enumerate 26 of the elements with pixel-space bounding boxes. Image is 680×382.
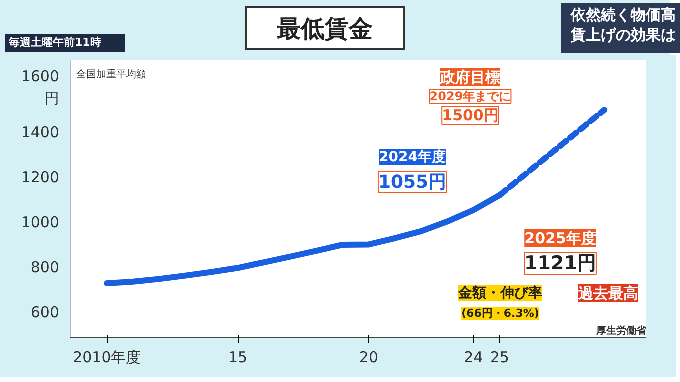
- annotation: 2029年までに: [430, 90, 512, 104]
- annotation: 2024年度: [379, 148, 446, 166]
- annotation: 政府目標: [440, 68, 500, 86]
- annotation: (66円・6.3%): [462, 307, 540, 320]
- annotation: 1500円: [442, 106, 499, 124]
- annotation: 過去最高: [578, 284, 638, 302]
- y-tick-label: 1400: [21, 124, 60, 142]
- x-tick-label: 20: [359, 348, 379, 366]
- annotation: 金額・伸び率: [458, 284, 542, 302]
- x-tick-label: 2010年度: [73, 348, 142, 366]
- x-tick-label: 25: [490, 348, 510, 366]
- annotation: 厚生労働省: [596, 325, 648, 337]
- chart-title: 最低賃金: [277, 14, 373, 45]
- annotation: 2025年度: [524, 230, 596, 248]
- chart-subtitle: 依然続く物価高賃上げの効果は: [571, 6, 677, 45]
- y-tick-label: 1200: [21, 168, 60, 187]
- text: 毎週土曜午前11時: [9, 35, 102, 51]
- y-tick-label: 1000: [21, 214, 60, 232]
- y-tick-label: 800: [30, 258, 60, 277]
- x-tick-label: 15: [228, 348, 248, 366]
- y-tick-label: 1600 円: [21, 68, 60, 108]
- annotation: 1055円: [378, 172, 447, 193]
- y-axis-title: 全国加重平均額: [76, 68, 146, 80]
- y-tick-label: 600: [30, 304, 60, 322]
- annotation: 1121円: [524, 252, 596, 274]
- x-tick-label: 24: [464, 348, 484, 366]
